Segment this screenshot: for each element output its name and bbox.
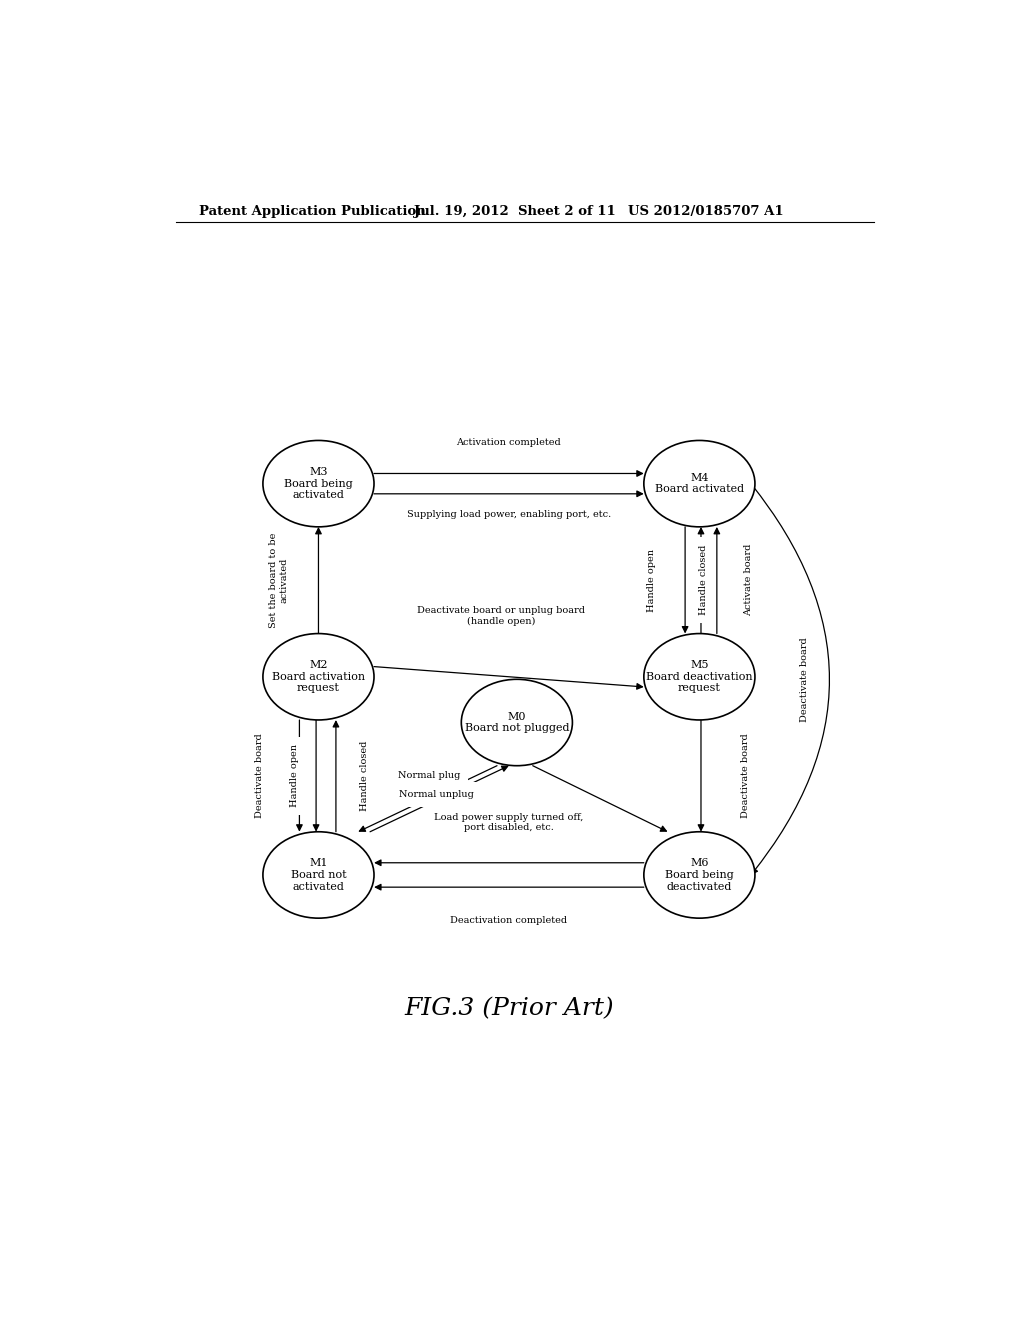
Ellipse shape (263, 441, 374, 527)
Text: Set the board to be
activated: Set the board to be activated (269, 532, 289, 628)
Ellipse shape (644, 441, 755, 527)
Ellipse shape (461, 680, 572, 766)
Text: Activation completed: Activation completed (457, 438, 561, 447)
Text: M3
Board being
activated: M3 Board being activated (284, 467, 353, 500)
Text: M1
Board not
activated: M1 Board not activated (291, 858, 346, 891)
Text: Deactivate board: Deactivate board (800, 638, 809, 722)
Text: Deactivate board or unplug board
(handle open): Deactivate board or unplug board (handle… (417, 606, 585, 626)
Ellipse shape (263, 832, 374, 919)
Text: M2
Board activation
request: M2 Board activation request (272, 660, 365, 693)
Text: M5
Board deactivation
request: M5 Board deactivation request (646, 660, 753, 693)
Text: US 2012/0185707 A1: US 2012/0185707 A1 (628, 205, 783, 218)
Text: Patent Application Publication: Patent Application Publication (200, 205, 426, 218)
Text: Deactivation completed: Deactivation completed (451, 916, 567, 924)
Text: M0
Board not plugged: M0 Board not plugged (465, 711, 569, 734)
Text: Handle open: Handle open (647, 549, 656, 611)
Text: Deactivate board: Deactivate board (741, 734, 750, 818)
Ellipse shape (263, 634, 374, 719)
Text: Jul. 19, 2012  Sheet 2 of 11: Jul. 19, 2012 Sheet 2 of 11 (414, 205, 615, 218)
Text: Normal plug: Normal plug (397, 771, 460, 780)
Text: Handle open: Handle open (290, 744, 299, 808)
Text: Deactivate board: Deactivate board (255, 734, 264, 818)
Text: Supplying load power, enabling port, etc.: Supplying load power, enabling port, etc… (407, 510, 611, 519)
Text: Handle closed: Handle closed (360, 741, 369, 810)
Text: M6
Board being
deactivated: M6 Board being deactivated (665, 858, 734, 891)
Ellipse shape (644, 832, 755, 919)
Text: Load power supply turned off,
port disabled, etc.: Load power supply turned off, port disab… (434, 813, 584, 833)
Text: Activate board: Activate board (744, 544, 753, 616)
Text: M4
Board activated: M4 Board activated (654, 473, 744, 495)
Text: Handle closed: Handle closed (698, 545, 708, 615)
Text: Normal unplug: Normal unplug (399, 791, 474, 799)
Ellipse shape (644, 634, 755, 719)
Text: FIG.3 (Prior Art): FIG.3 (Prior Art) (404, 998, 613, 1020)
